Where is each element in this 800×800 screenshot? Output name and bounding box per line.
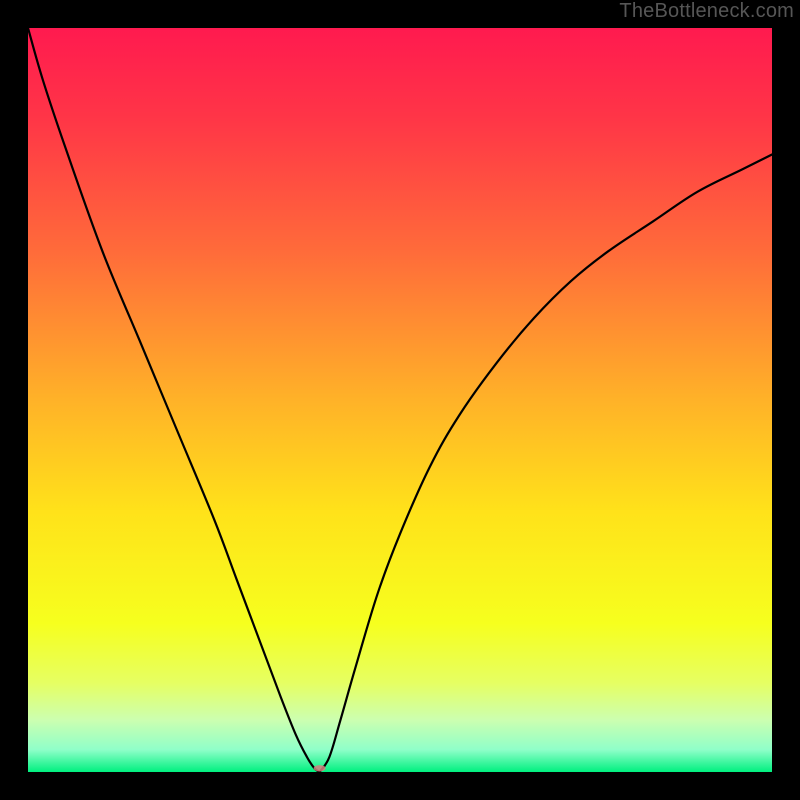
plot-area [28, 28, 772, 772]
gradient-background [28, 28, 772, 772]
plot-svg [28, 28, 772, 772]
watermark-text: TheBottleneck.com [619, 0, 794, 23]
minimum-marker [314, 765, 326, 771]
marker-group [314, 765, 326, 771]
chart-frame: TheBottleneck.com [0, 0, 800, 800]
